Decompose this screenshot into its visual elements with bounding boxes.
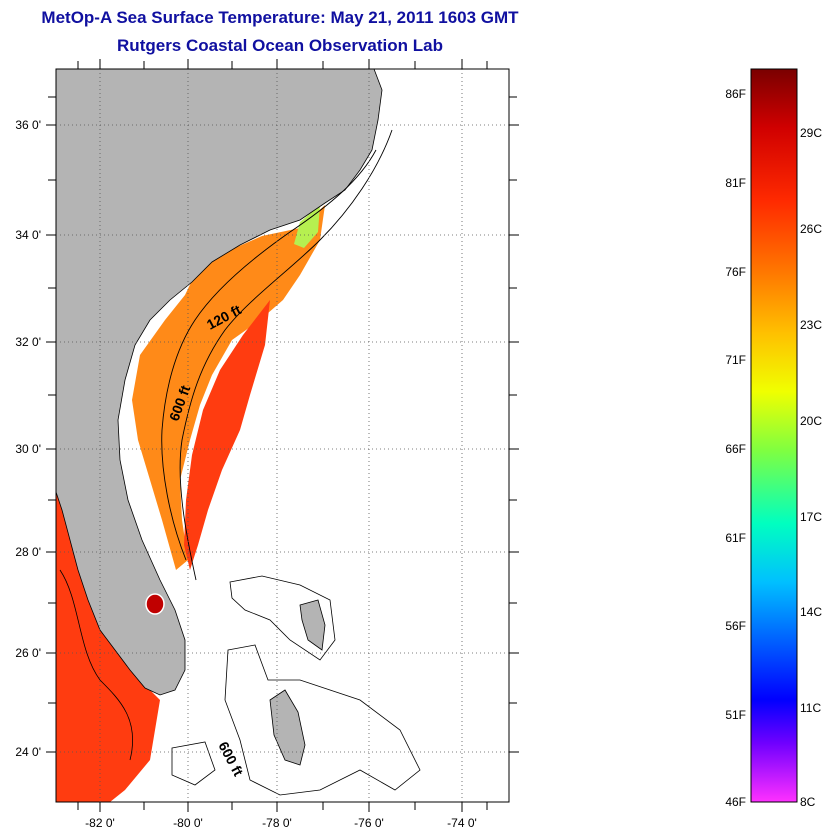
lon-tick-label: -76 0' — [354, 816, 384, 830]
colorbar-f-label: 46F — [725, 795, 746, 809]
lat-tick-label: 36 0' — [15, 118, 41, 132]
colorbar-f-label: 71F — [725, 353, 746, 367]
lat-tick-label: 26 0' — [15, 646, 41, 660]
lon-tick-label: -78 0' — [262, 816, 292, 830]
map-title: MetOp-A Sea Surface Temperature: May 21,… — [41, 8, 519, 27]
colorbar-f-label: 81F — [725, 176, 746, 190]
lake-okeechobee — [145, 593, 165, 615]
lon-tick-label: -74 0' — [447, 816, 477, 830]
colorbar-c-label: 14C — [800, 605, 822, 619]
colorbar-c-label: 20C — [800, 414, 822, 428]
bahamas-abaco — [299, 599, 326, 651]
isobath-600ft — [179, 129, 393, 581]
colorbar-c-label: 8C — [800, 795, 816, 809]
colorbar-f-label: 61F — [725, 531, 746, 545]
lat-tick-label: 34 0' — [15, 228, 41, 242]
colorbar-f-label: 76F — [725, 265, 746, 279]
colorbar-f-label: 66F — [725, 442, 746, 456]
isobath-gulf — [59, 569, 134, 761]
lat-tick-label: 28 0' — [15, 545, 41, 559]
bahamas-bank-great — [224, 644, 421, 796]
lon-tick-label: -82 0' — [85, 816, 115, 830]
colorbar — [750, 68, 798, 803]
lat-tick-label: 32 0' — [15, 335, 41, 349]
bahamas-bank-north — [229, 575, 336, 661]
bahamas-andros — [269, 689, 306, 766]
frame-ticks — [46, 59, 519, 812]
colorbar-c-label: 29C — [800, 126, 822, 140]
colorbar-c-label: 17C — [800, 510, 822, 524]
map-subtitle: Rutgers Coastal Ocean Observation Lab — [117, 36, 443, 55]
colorbar-c-label: 23C — [800, 318, 822, 332]
map-frame — [55, 68, 510, 803]
map-area — [56, 69, 509, 802]
atlantic-offshore-sst — [184, 300, 270, 570]
lat-tick-label: 30 0' — [15, 442, 41, 456]
colorbar-f-label: 86F — [725, 87, 746, 101]
lat-tick-label: 24 0' — [15, 745, 41, 759]
colorbar-f-label: 51F — [725, 708, 746, 722]
isobath-120ft — [161, 149, 377, 561]
colorbar-f-label: 56F — [725, 619, 746, 633]
colorbar-c-label: 11C — [800, 701, 821, 715]
bahamas-cay-sal — [171, 741, 216, 786]
lon-tick-label: -80 0' — [173, 816, 203, 830]
colorbar-c-label: 26C — [800, 222, 822, 236]
